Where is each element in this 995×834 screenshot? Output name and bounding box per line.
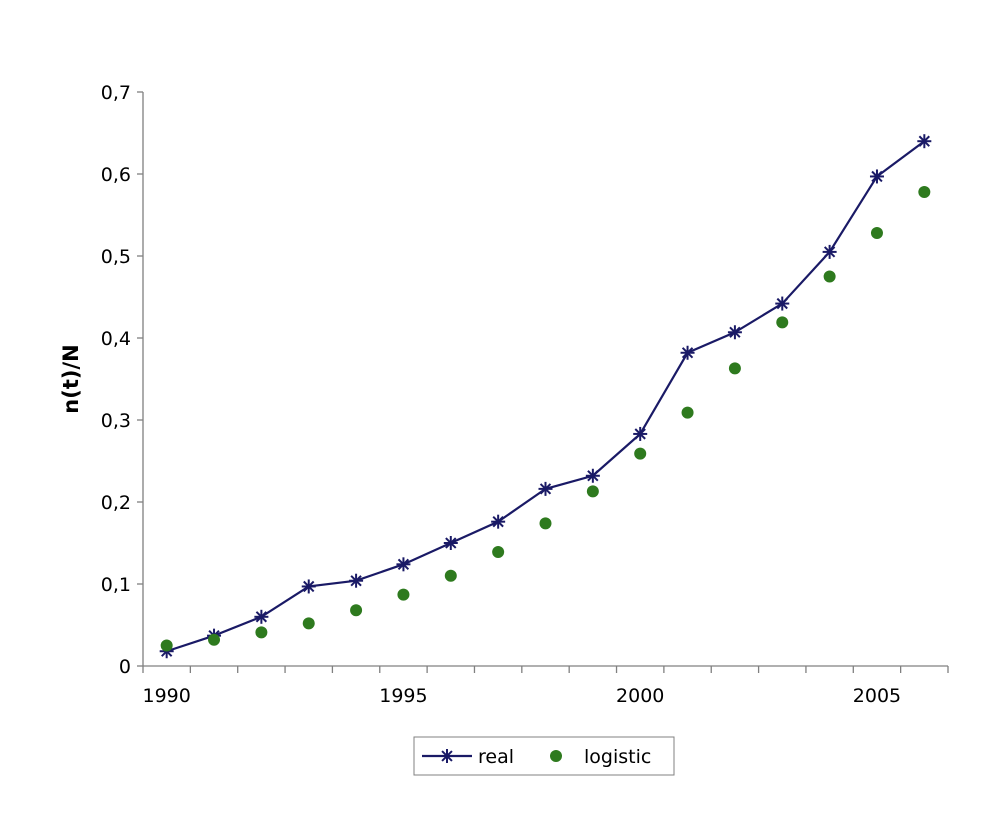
legend-label-real: real xyxy=(478,746,514,768)
data-point-real xyxy=(349,573,364,588)
x-tick-label: 2005 xyxy=(853,685,901,707)
data-point-logistic xyxy=(444,569,457,582)
legend-marker-logistic xyxy=(550,750,562,762)
data-point-real xyxy=(491,514,506,529)
data-point-real xyxy=(917,134,932,149)
x-tick-label: 1990 xyxy=(142,685,190,707)
series-real xyxy=(159,134,932,659)
y-tick-label: 0,6 xyxy=(101,164,131,186)
axes: 0 0,1 0,2 0,3 0,4 0,5 0,6 0,7 1990 1995 2000 2005 n(… xyxy=(59,82,949,707)
data-point-logistic xyxy=(302,617,315,630)
data-point-logistic xyxy=(634,447,647,460)
data-point-real xyxy=(680,345,695,360)
data-point-real xyxy=(727,325,742,340)
data-point-real xyxy=(585,468,600,483)
y-axis-title: n(t)/N xyxy=(59,344,83,413)
data-point-real xyxy=(775,296,790,311)
data-point-real xyxy=(633,426,648,441)
data-point-logistic xyxy=(160,639,173,652)
data-point-logistic xyxy=(823,270,836,283)
y-tick-label: 0 xyxy=(119,656,131,678)
data-point-logistic xyxy=(918,186,931,199)
y-tick-label: 0,5 xyxy=(101,246,131,268)
legend-label-logistic: logistic xyxy=(584,746,651,768)
data-point-logistic xyxy=(728,362,741,375)
data-point-logistic xyxy=(539,517,552,530)
x-tick-label: 2000 xyxy=(616,685,664,707)
x-tick-label: 1995 xyxy=(379,685,427,707)
data-point-real xyxy=(538,481,553,496)
data-point-real xyxy=(443,536,458,550)
data-point-logistic xyxy=(586,485,599,498)
y-tick-label: 0,2 xyxy=(101,492,131,514)
y-tick-label: 0,1 xyxy=(101,574,131,596)
data-point-logistic xyxy=(208,633,221,646)
y-tick-label: 0,4 xyxy=(101,328,131,350)
legend: real logistic xyxy=(413,736,675,776)
data-point-logistic xyxy=(397,588,410,601)
data-point-real xyxy=(396,557,411,572)
data-point-logistic xyxy=(350,604,363,617)
data-point-logistic xyxy=(776,316,789,329)
series-layer xyxy=(159,134,932,659)
series-logistic xyxy=(160,186,931,652)
series-line-real xyxy=(166,140,925,653)
y-tick-label: 0,7 xyxy=(101,82,131,104)
data-point-real xyxy=(869,169,884,184)
data-point-real xyxy=(301,579,316,594)
data-point-logistic xyxy=(492,546,505,559)
data-point-real xyxy=(822,244,837,259)
y-tick-label: 0,3 xyxy=(101,410,131,432)
data-point-logistic xyxy=(681,406,694,419)
data-point-logistic xyxy=(870,227,883,240)
data-point-logistic xyxy=(255,626,268,639)
legend-marker-real xyxy=(440,749,454,763)
data-point-real xyxy=(254,609,269,624)
